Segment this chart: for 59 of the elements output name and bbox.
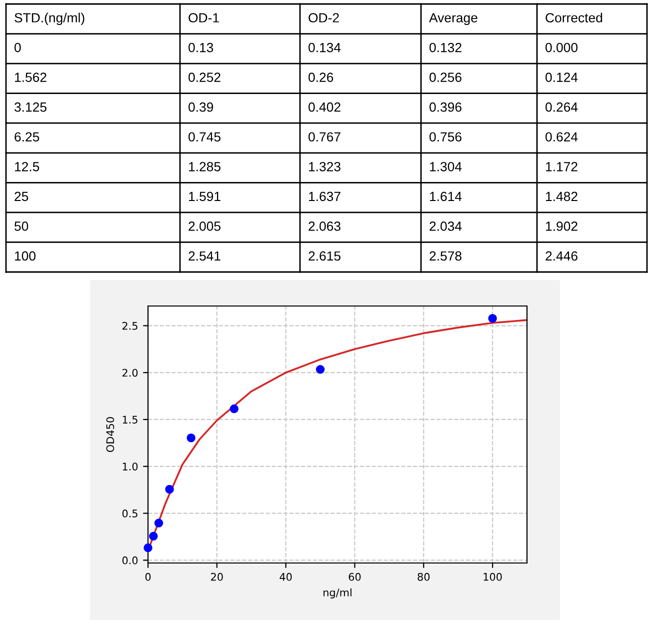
y-tick-label: 0.0 xyxy=(122,556,138,564)
text: 1.323 xyxy=(309,162,340,172)
text: 0.26 xyxy=(308,72,334,82)
category-label: Corrected xyxy=(546,12,602,22)
text: 0.624 xyxy=(546,132,578,142)
text: 1.304 xyxy=(430,162,462,172)
x-tick-label: 0 xyxy=(145,572,151,581)
category-label: STD.(ng/ml) xyxy=(14,12,84,26)
text: 2.034 xyxy=(430,222,462,231)
text: 100 xyxy=(15,251,36,261)
text: 0.767 xyxy=(308,132,340,142)
text: 1.482 xyxy=(546,192,578,202)
text: 0.134 xyxy=(308,42,341,52)
text: 1.902 xyxy=(546,222,578,231)
text: 0.13 xyxy=(188,42,214,52)
text: 0.396 xyxy=(430,102,462,112)
y-tick-label: 1.5 xyxy=(122,416,138,424)
text: 1.562 xyxy=(15,72,46,82)
y-tick-label: 1.0 xyxy=(122,462,138,470)
text: 25 xyxy=(14,192,28,202)
text: 2.446 xyxy=(546,251,578,261)
text: 50 xyxy=(14,222,28,231)
y-tick-label: 2.0 xyxy=(122,368,138,377)
y-tick-label: 2.5 xyxy=(122,322,138,330)
text: 1.285 xyxy=(189,162,220,172)
text: 12.5 xyxy=(15,162,40,172)
text: 0.39 xyxy=(188,102,214,112)
y-tick-label: 0.5 xyxy=(122,510,138,518)
text: 0.132 xyxy=(430,42,462,52)
category-label: OD-2 xyxy=(308,13,339,22)
text: 0.745 xyxy=(188,132,220,142)
text: 0.264 xyxy=(546,102,578,112)
text: 1.172 xyxy=(546,162,578,172)
text: 1.591 xyxy=(189,192,220,202)
text: 2.005 xyxy=(188,222,220,231)
text: 0.000 xyxy=(546,42,578,52)
x-axis-title: ng/ml xyxy=(324,588,352,598)
x-tick-label: 60 xyxy=(348,572,361,581)
y-axis-title: OD450 xyxy=(106,417,114,452)
text: 0 xyxy=(14,42,21,52)
text: 1.614 xyxy=(430,192,462,202)
text: 0.252 xyxy=(188,72,220,82)
text: 6.25 xyxy=(14,132,40,142)
text: 2.063 xyxy=(308,222,340,231)
text: 3.125 xyxy=(14,102,46,112)
x-tick-label: 20 xyxy=(211,572,223,581)
text: 0.256 xyxy=(430,72,462,82)
text: 2.578 xyxy=(430,251,462,261)
category-label: OD-1 xyxy=(188,13,219,22)
text: 1.637 xyxy=(309,192,340,202)
text: 0.124 xyxy=(546,72,578,82)
category-label: Average xyxy=(429,13,478,26)
x-tick-label: 100 xyxy=(484,572,502,581)
text: 0.402 xyxy=(308,102,340,112)
x-tick-label: 40 xyxy=(280,572,292,581)
x-tick-label: 80 xyxy=(418,572,430,581)
text: 0.756 xyxy=(430,132,462,142)
text: 2.615 xyxy=(308,251,340,261)
text: 2.541 xyxy=(188,251,220,261)
